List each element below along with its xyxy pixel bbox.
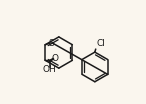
Text: S: S — [48, 39, 54, 48]
Text: Cl: Cl — [96, 39, 105, 48]
Text: O: O — [51, 54, 58, 63]
Text: OH: OH — [43, 65, 57, 74]
